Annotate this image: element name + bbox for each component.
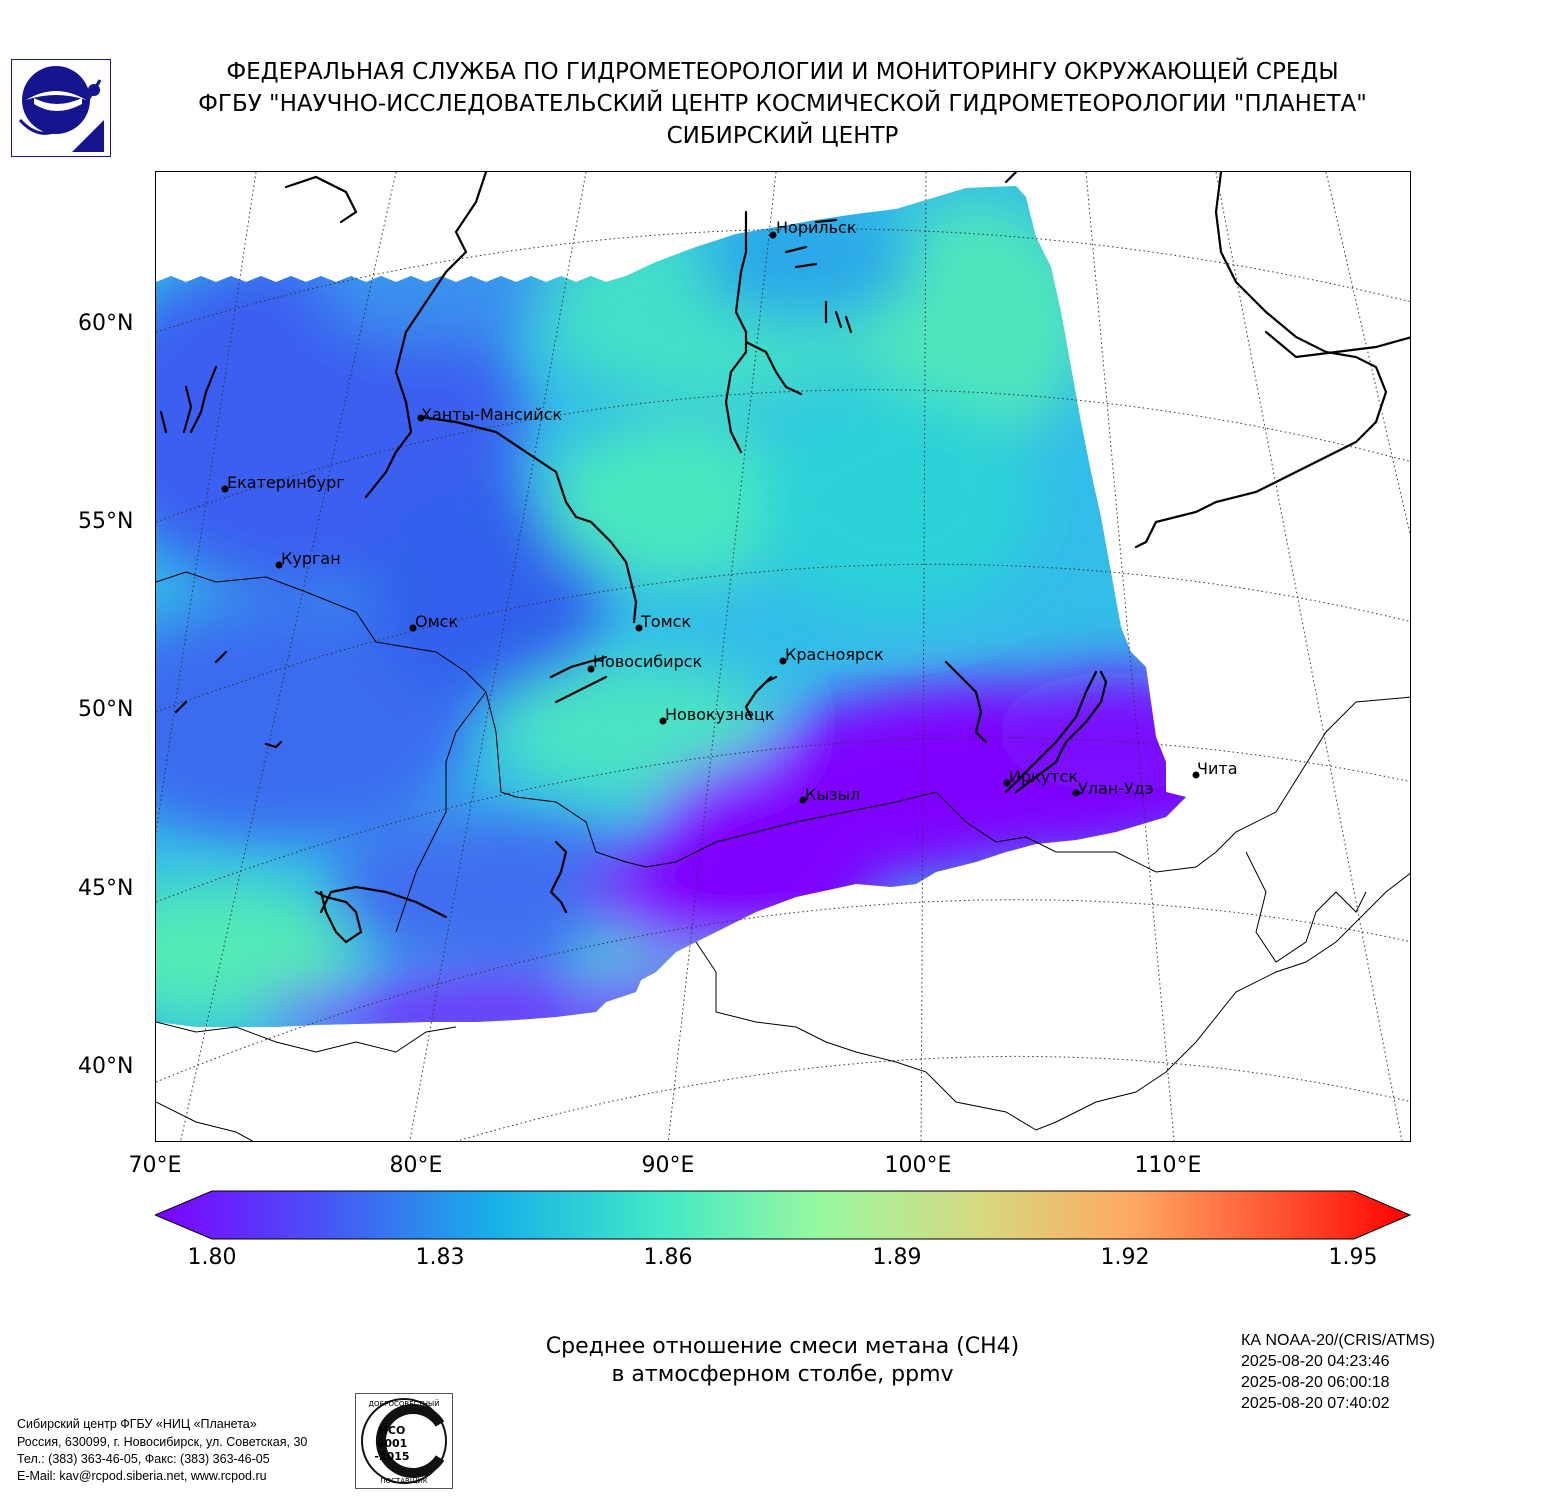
city-label-ulan-ude: Улан-Удэ (1078, 779, 1154, 798)
pass-time-2: 2025-08-20 06:00:18 (1241, 1374, 1390, 1391)
city-dot-novokuznetsk (659, 717, 667, 725)
lat-label-60: 60°N (78, 311, 134, 336)
city-dot-kyzyl (799, 796, 807, 804)
lon-label-70: 70°E (128, 1153, 182, 1178)
city-dot-krasnoyarsk (779, 657, 787, 665)
lon-label-110: 110°E (1134, 1153, 1202, 1178)
city-label-yekaterinburg: Екатеринбург (227, 473, 345, 492)
colorbar-tick-1: 1.80 (187, 1245, 237, 1270)
lat-label-55: 55°N (78, 509, 134, 534)
caption-line-1: Среднее отношение смеси метана (CH4) (545, 1334, 1020, 1359)
city-dot-tomsk (635, 624, 643, 632)
lat-label-40: 40°N (78, 1054, 134, 1079)
graticule (156, 172, 1410, 1141)
colorbar-tick-6: 1.95 (1328, 1245, 1378, 1270)
footer-line-2: Россия, 630099, г. Новосибирск, ул. Сове… (17, 1435, 308, 1449)
footer-line-3: Тел.: (383) 363-46-05, Факс: (383) 363-4… (17, 1452, 270, 1466)
iso-top-text: ДОБРОСОВЕСТНЫЙ (369, 1399, 440, 1408)
city-label-novosibirsk: Новосибирск (593, 652, 703, 671)
city-label-chita: Чита (1197, 759, 1238, 778)
lat-label-45: 45°N (78, 876, 134, 901)
lon-label-90: 90°E (641, 1153, 695, 1178)
city-label-norilsk: Норильск (776, 218, 857, 237)
colorbar-tick-4: 1.89 (872, 1245, 922, 1270)
colorbar (153, 1190, 1412, 1240)
city-label-khanty-mansiysk: Ханты-Мансийск (421, 405, 563, 424)
footer-line-1: Сибирский центр ФГБУ «НИЦ «Планета» (17, 1417, 257, 1431)
city-dot-khanty-mansiysk (417, 414, 425, 422)
lon-label-100: 100°E (884, 1153, 952, 1178)
header-line-3: СИБИРСКИЙ ЦЕНТР (666, 123, 899, 149)
city-label-novokuznetsk: Новокузнецк (665, 705, 775, 724)
colorbar-tick-2: 1.83 (415, 1245, 465, 1270)
iso-9001-badge: ДОБРОСОВЕСТНЫЙ ИСО 9001 -2015 ПОСТАВЩИК (355, 1393, 453, 1489)
iso-text-1: ИСО (379, 1424, 406, 1437)
city-label-irkutsk: Иркутск (1009, 767, 1079, 786)
city-label-kurgan: Курган (281, 549, 341, 568)
pass-time-3: 2025-08-20 07:40:02 (1241, 1395, 1390, 1412)
methane-map (155, 171, 1411, 1142)
city-dot-chita (1192, 771, 1200, 779)
lat-label-50: 50°N (78, 697, 134, 722)
city-label-tomsk: Томск (641, 612, 692, 631)
iso-text-2: 9001 (377, 1437, 408, 1450)
iso-bottom-text: ПОСТАВЩИК (380, 1477, 427, 1485)
city-label-kyzyl: Кызыл (805, 785, 861, 804)
roshydromet-logo (11, 59, 111, 157)
city-dot-irkutsk (1003, 779, 1011, 787)
methane-field (156, 186, 1186, 1027)
city-dot-novosibirsk (587, 665, 595, 673)
header-line-1: ФЕДЕРАЛЬНАЯ СЛУЖБА ПО ГИДРОМЕТЕОРОЛОГИИ … (226, 59, 1339, 85)
colorbar-tick-5: 1.92 (1100, 1245, 1150, 1270)
borders (156, 571, 1410, 1141)
city-dot-omsk (409, 624, 417, 632)
city-dot-kurgan (275, 561, 283, 569)
city-dot-ulan-ude (1072, 789, 1080, 797)
colorbar-tick-3: 1.86 (643, 1245, 693, 1270)
pass-time-1: 2025-08-20 04:23:46 (1241, 1353, 1390, 1370)
footer-line-4: E-Mail: kav@rcpod.siberia.net, www.rcpod… (17, 1469, 267, 1483)
header-line-2: ФГБУ "НАУЧНО-ИССЛЕДОВАТЕЛЬСКИЙ ЦЕНТР КОС… (198, 91, 1367, 117)
iso-text-3: -2015 (374, 1450, 409, 1463)
city-dot-yekaterinburg (221, 485, 229, 493)
satellite-name: КА NOAA-20/(CRIS/ATMS) (1241, 1332, 1435, 1349)
city-dot-norilsk (769, 231, 777, 239)
city-label-krasnoyarsk: Красноярск (785, 645, 884, 664)
caption-line-2: в атмосферном столбе, ppmv (611, 1362, 954, 1387)
rivers-coastline (159, 172, 1410, 944)
lon-label-80: 80°E (389, 1153, 443, 1178)
city-label-omsk: Омск (415, 612, 459, 631)
